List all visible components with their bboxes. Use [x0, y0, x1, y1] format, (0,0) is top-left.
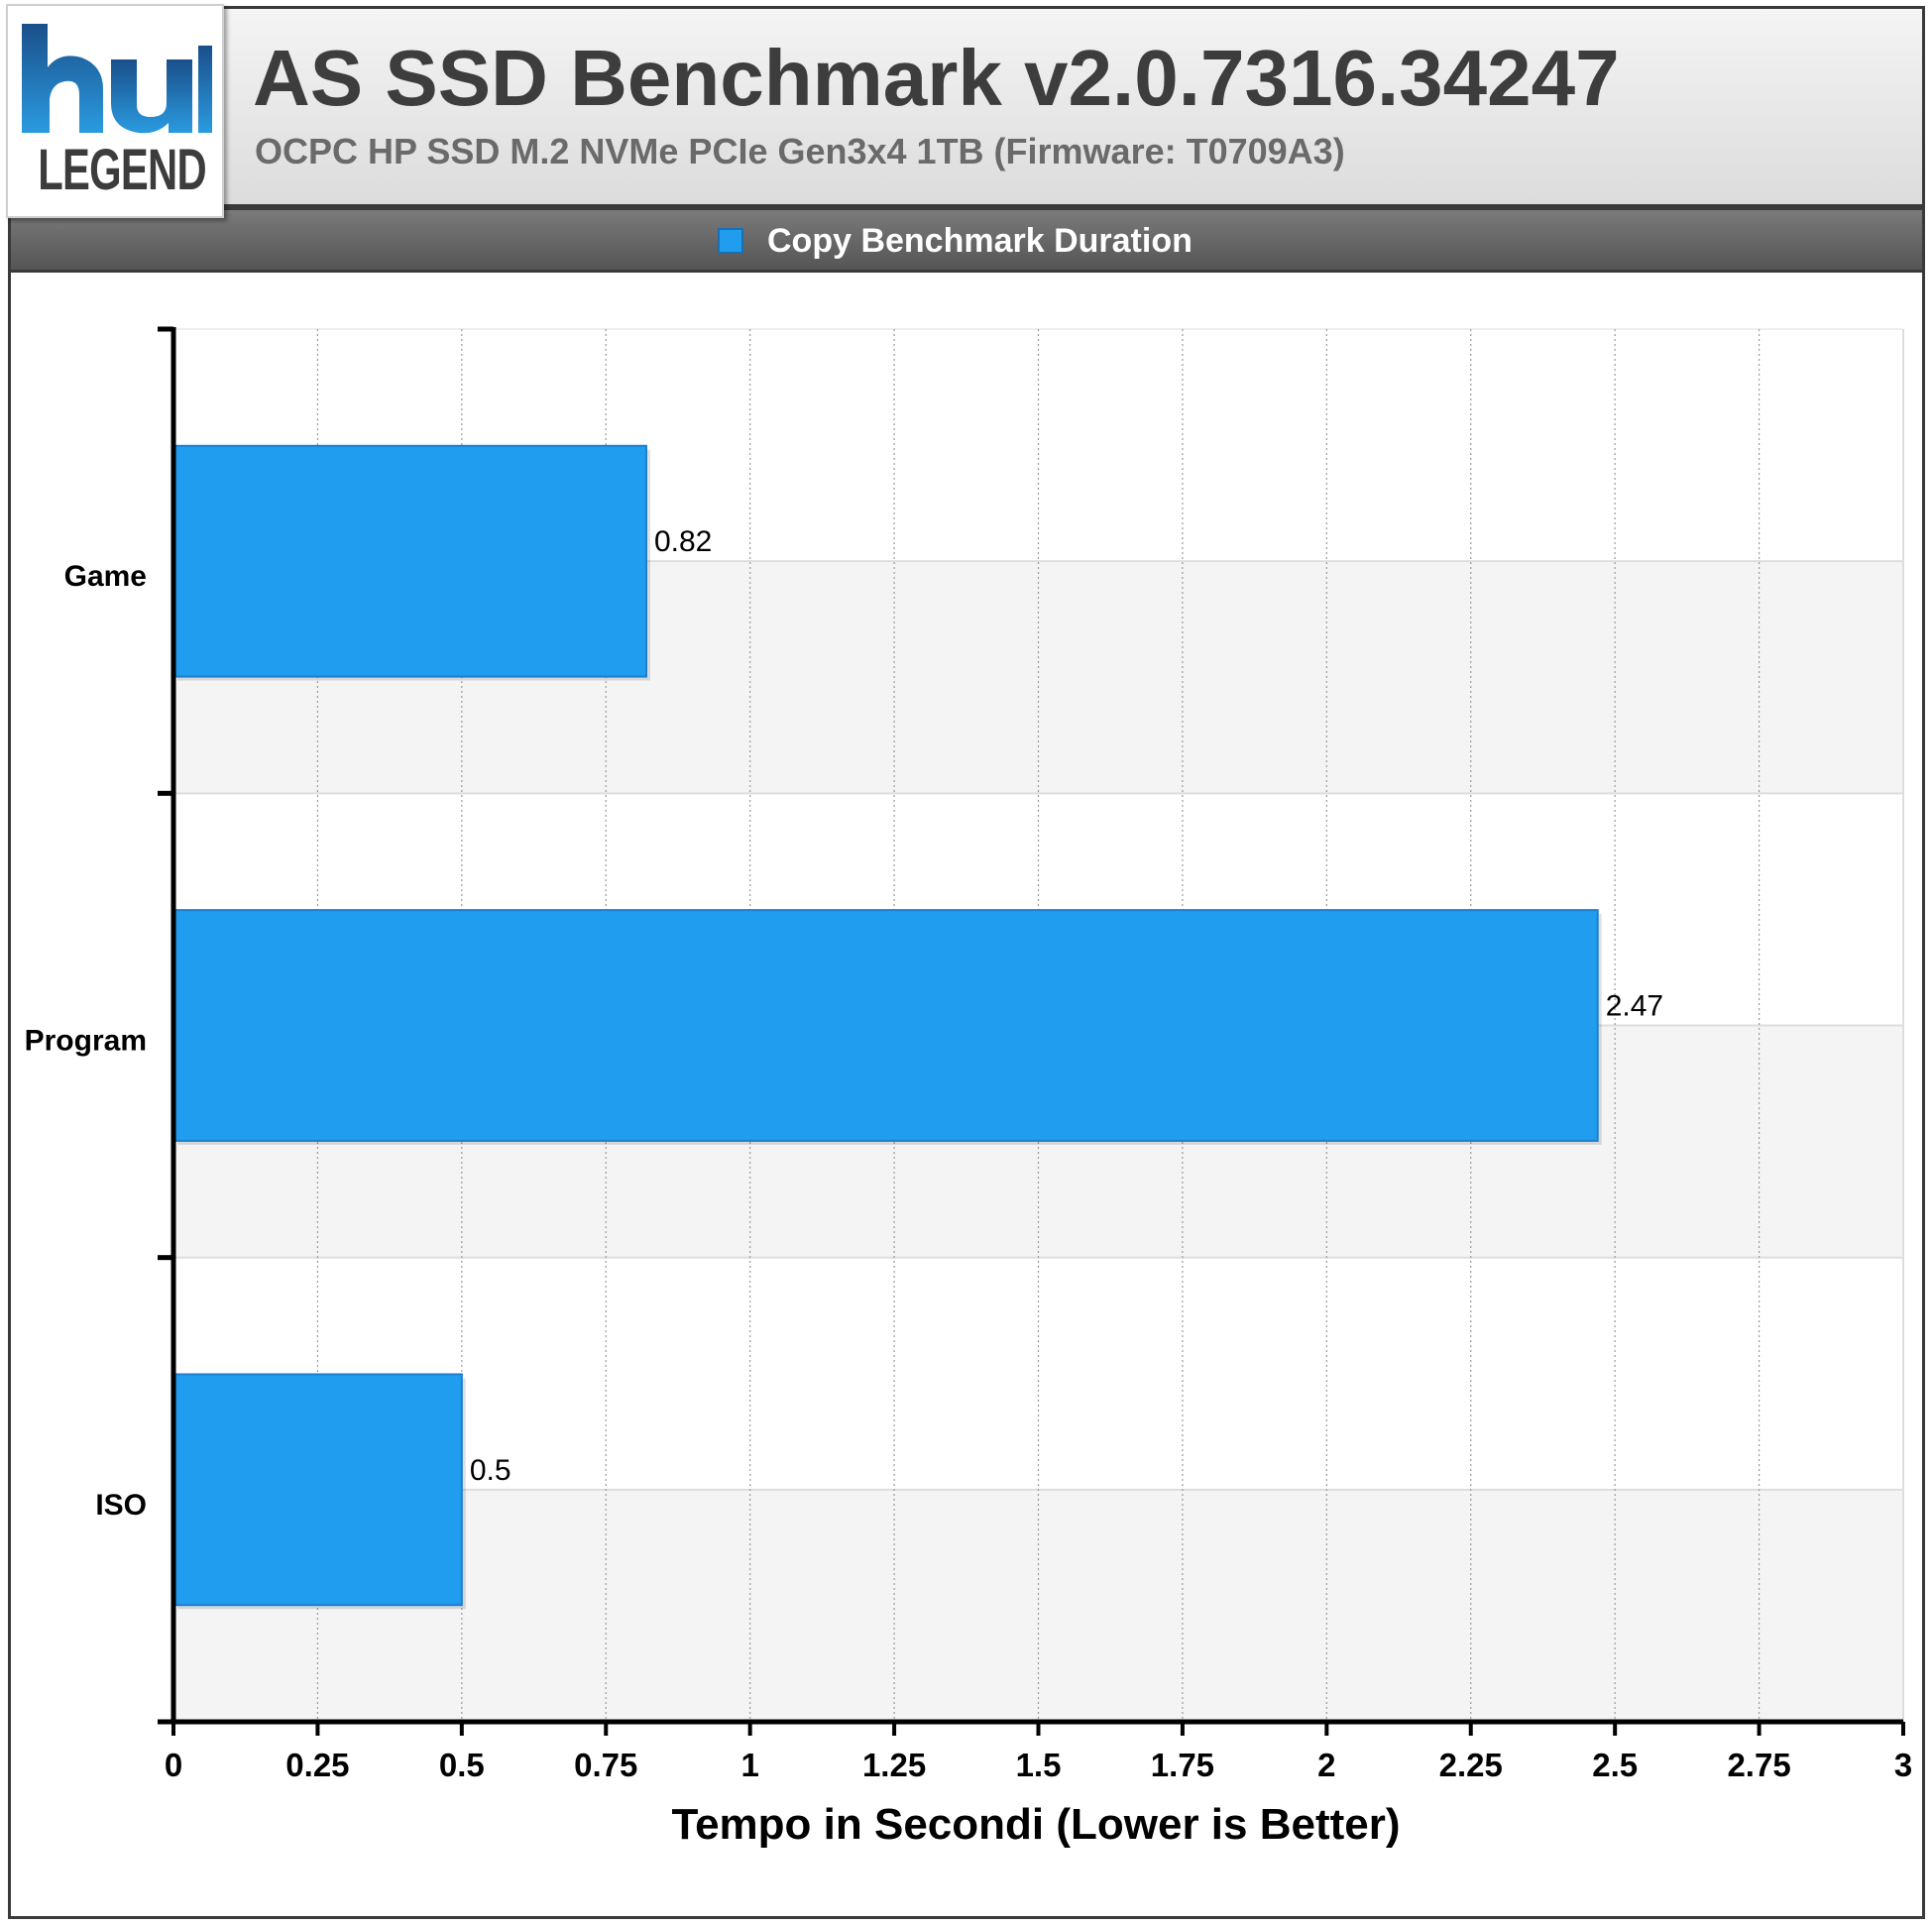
- x-axis-title: Tempo in Secondi (Lower is Better): [671, 1800, 1400, 1849]
- bars: [172, 444, 1602, 1610]
- y-tick-label: ISO: [95, 1489, 147, 1522]
- chart-title: AS SSD Benchmark v2.0.7316.34247: [253, 34, 1620, 122]
- x-tick-label: 1.5: [1016, 1747, 1062, 1783]
- x-tick-label: 1.75: [1151, 1747, 1214, 1783]
- x-tick-label: 0: [165, 1747, 182, 1783]
- chart-subtitle: OCPC HP SSD M.2 NVMe PCIe Gen3x4 1TB (Fi…: [255, 131, 1345, 171]
- data-label: 0.5: [470, 1454, 511, 1487]
- x-tick-label: 0.75: [574, 1747, 637, 1783]
- y-tick-label: Program: [25, 1025, 147, 1058]
- data-label: 0.82: [654, 525, 712, 558]
- axes: [158, 326, 1905, 1736]
- x-tick-label: 2.5: [1592, 1747, 1638, 1783]
- x-tick-label: 1: [740, 1747, 758, 1783]
- data-label: 2.47: [1606, 990, 1663, 1023]
- logo-text: LEGEND: [38, 138, 206, 202]
- x-tick-label: 0.5: [439, 1747, 485, 1783]
- x-tick-label: 0.25: [285, 1747, 349, 1783]
- legend-label: Copy Benchmark Duration: [767, 222, 1193, 260]
- bar-program: [172, 909, 1599, 1142]
- chart-header: AS SSD Benchmark v2.0.7316.34247 OCPC HP…: [8, 6, 1925, 207]
- legend: Copy Benchmark Duration: [8, 207, 1925, 273]
- x-tick-label: 2.75: [1727, 1747, 1790, 1783]
- site-logo: LEGEND: [6, 4, 224, 218]
- y-tick-label: Game: [64, 560, 147, 593]
- x-tick-label: 2.25: [1439, 1747, 1503, 1783]
- y-tick-labels: Game Program ISO: [25, 560, 147, 1522]
- bar-iso: [172, 1373, 463, 1607]
- x-tick-label: 2: [1317, 1747, 1335, 1783]
- x-tick-labels: 0 0.25 0.5 0.75 1 1.25 1.5 1.75 2 2.25 2.5 2.75 3: [165, 1747, 1912, 1783]
- data-labels: 0.82 2.47 0.5: [470, 525, 1663, 1487]
- legend-swatch: [718, 228, 743, 254]
- x-tick-label: 1.25: [862, 1747, 926, 1783]
- x-tick-label: 3: [1894, 1747, 1912, 1783]
- bar-game: [172, 444, 647, 678]
- hw-logo-icon: [22, 24, 212, 134]
